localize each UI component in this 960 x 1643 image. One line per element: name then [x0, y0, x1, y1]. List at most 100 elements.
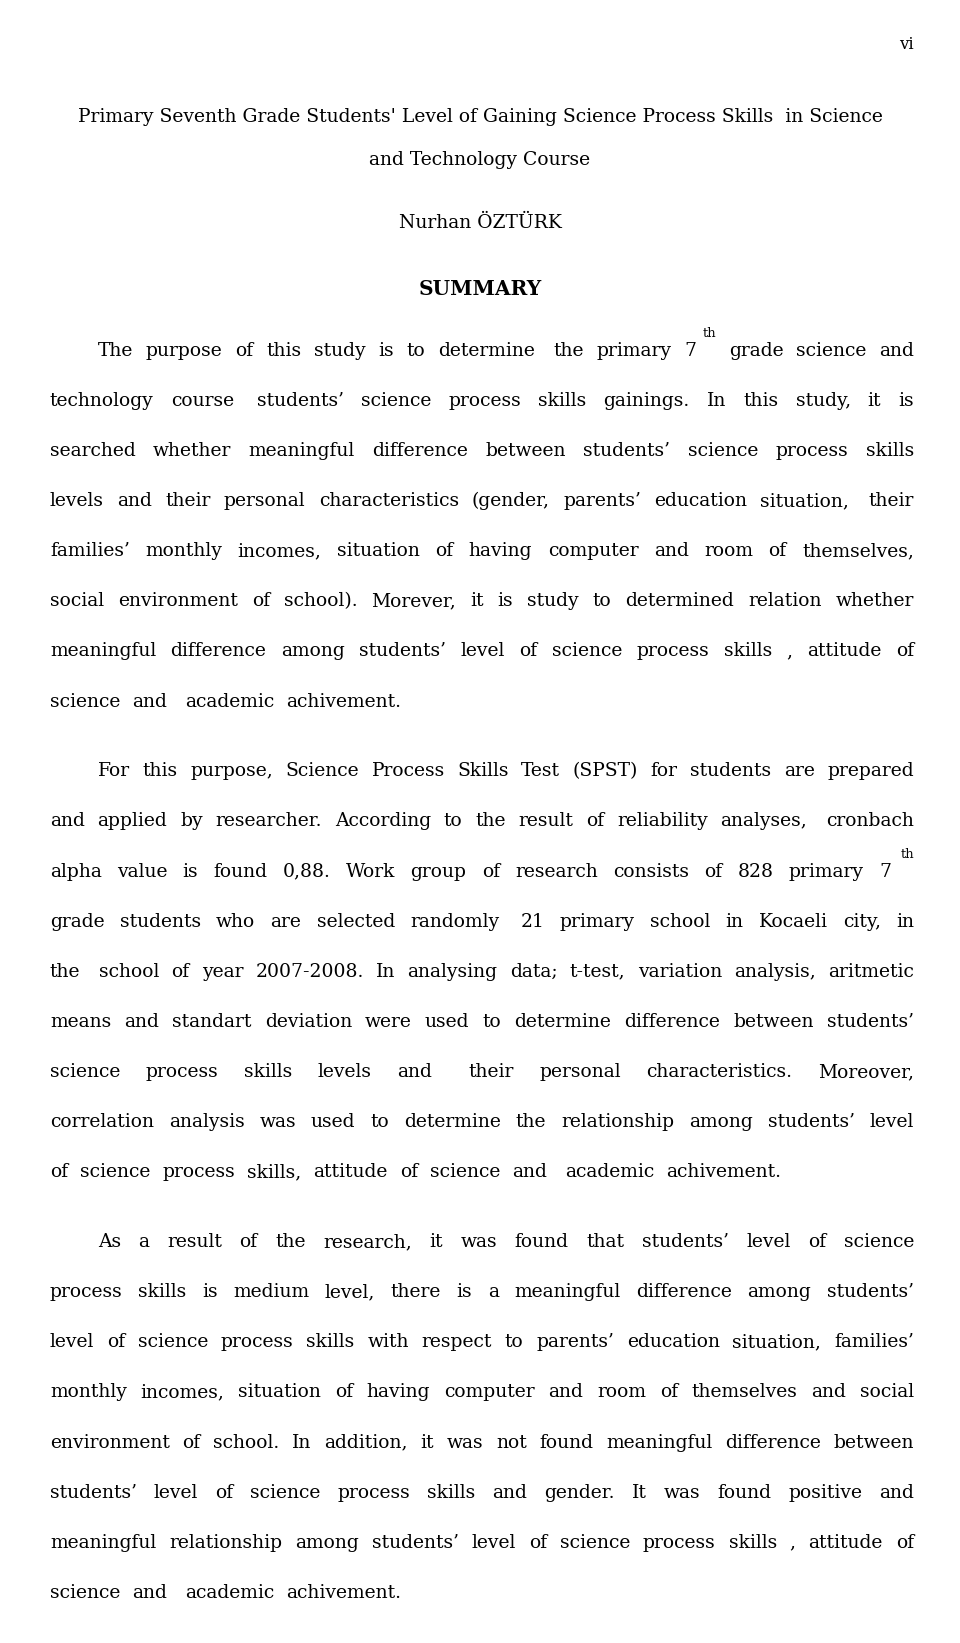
- Text: the: the: [553, 342, 584, 360]
- Text: Nurhan ÖZTÜRK: Nurhan ÖZTÜRK: [398, 214, 562, 232]
- Text: students: students: [690, 762, 772, 780]
- Text: Process: Process: [372, 762, 444, 780]
- Text: students’: students’: [50, 1484, 137, 1502]
- Text: standart: standart: [172, 1012, 252, 1030]
- Text: achivement.: achivement.: [666, 1163, 781, 1181]
- Text: academic: academic: [185, 692, 275, 710]
- Text: study: study: [527, 591, 579, 610]
- Text: characteristics: characteristics: [319, 493, 459, 509]
- Text: Kocaeli: Kocaeli: [758, 912, 828, 930]
- Text: primary: primary: [560, 912, 635, 930]
- Text: of: of: [587, 812, 604, 830]
- Text: value: value: [117, 863, 167, 881]
- Text: situation,: situation,: [732, 1332, 822, 1351]
- Text: between: between: [833, 1433, 914, 1451]
- Text: selected: selected: [317, 912, 395, 930]
- Text: t-test,: t-test,: [569, 963, 625, 981]
- Text: academic: academic: [565, 1163, 655, 1181]
- Text: education: education: [627, 1332, 720, 1351]
- Text: determined: determined: [625, 591, 734, 610]
- Text: was: was: [446, 1433, 483, 1451]
- Text: of: of: [660, 1383, 678, 1401]
- Text: among: among: [748, 1283, 811, 1301]
- Text: and: and: [132, 1584, 167, 1602]
- Text: of: of: [215, 1484, 233, 1502]
- Text: level: level: [461, 642, 505, 660]
- Text: The: The: [98, 342, 133, 360]
- Text: levels: levels: [318, 1063, 372, 1081]
- Text: to: to: [444, 812, 463, 830]
- Text: this: this: [266, 342, 301, 360]
- Text: skills: skills: [729, 1533, 777, 1551]
- Text: gainings.: gainings.: [604, 393, 690, 409]
- Text: difference: difference: [171, 642, 267, 660]
- Text: room: room: [704, 542, 753, 560]
- Text: is: is: [182, 863, 199, 881]
- Text: SUMMARY: SUMMARY: [419, 279, 541, 299]
- Text: it: it: [429, 1232, 443, 1250]
- Text: analysis: analysis: [169, 1112, 245, 1130]
- Text: among: among: [689, 1112, 753, 1130]
- Text: In: In: [292, 1433, 312, 1451]
- Text: skills,: skills,: [247, 1163, 301, 1181]
- Text: meaningful: meaningful: [50, 1533, 156, 1551]
- Text: was: was: [461, 1232, 497, 1250]
- Text: primary: primary: [596, 342, 671, 360]
- Text: of: of: [182, 1433, 201, 1451]
- Text: meaningful: meaningful: [606, 1433, 712, 1451]
- Text: Primary Seventh Grade Students' Level of Gaining Science Process Skills  in Scie: Primary Seventh Grade Students' Level of…: [78, 108, 882, 127]
- Text: levels: levels: [50, 493, 104, 509]
- Text: achivement.: achivement.: [286, 1584, 401, 1602]
- Text: skills: skills: [866, 442, 914, 460]
- Text: group: group: [411, 863, 467, 881]
- Text: addition,: addition,: [324, 1433, 408, 1451]
- Text: cronbach: cronbach: [826, 812, 914, 830]
- Text: of: of: [519, 642, 538, 660]
- Text: alpha: alpha: [50, 863, 102, 881]
- Text: of: of: [335, 1383, 353, 1401]
- Text: of: of: [107, 1332, 125, 1351]
- Text: city,: city,: [843, 912, 880, 930]
- Text: it: it: [868, 393, 881, 409]
- Text: science: science: [80, 1163, 151, 1181]
- Text: difference: difference: [636, 1283, 732, 1301]
- Text: themselves: themselves: [691, 1383, 798, 1401]
- Text: in: in: [726, 912, 743, 930]
- Text: respect: respect: [421, 1332, 492, 1351]
- Text: deviation: deviation: [265, 1012, 352, 1030]
- Text: grade: grade: [729, 342, 783, 360]
- Text: for: for: [651, 762, 678, 780]
- Text: incomes,: incomes,: [140, 1383, 225, 1401]
- Text: students’: students’: [641, 1232, 729, 1250]
- Text: among: among: [281, 642, 345, 660]
- Text: not: not: [496, 1433, 527, 1451]
- Text: found: found: [540, 1433, 593, 1451]
- Text: there: there: [391, 1283, 442, 1301]
- Text: 7: 7: [879, 863, 891, 881]
- Text: skills: skills: [724, 642, 772, 660]
- Text: science: science: [844, 1232, 914, 1250]
- Text: personal: personal: [540, 1063, 621, 1081]
- Text: research: research: [516, 863, 598, 881]
- Text: to: to: [406, 342, 425, 360]
- Text: to: to: [483, 1012, 501, 1030]
- Text: is: is: [899, 393, 914, 409]
- Text: and: and: [117, 493, 152, 509]
- Text: Science: Science: [285, 762, 359, 780]
- Text: the: the: [475, 812, 506, 830]
- Text: science: science: [50, 1584, 120, 1602]
- Text: themselves,: themselves,: [802, 542, 914, 560]
- Text: purpose,: purpose,: [190, 762, 273, 780]
- Text: the: the: [516, 1112, 546, 1130]
- Text: this: this: [743, 393, 779, 409]
- Text: found: found: [515, 1232, 568, 1250]
- Text: having: having: [367, 1383, 430, 1401]
- Text: Work: Work: [346, 863, 396, 881]
- Text: social: social: [860, 1383, 914, 1401]
- Text: science: science: [138, 1332, 208, 1351]
- Text: level: level: [870, 1112, 914, 1130]
- Text: attitude: attitude: [807, 642, 881, 660]
- Text: are: are: [271, 912, 301, 930]
- Text: reliability: reliability: [617, 812, 708, 830]
- Text: level: level: [50, 1332, 94, 1351]
